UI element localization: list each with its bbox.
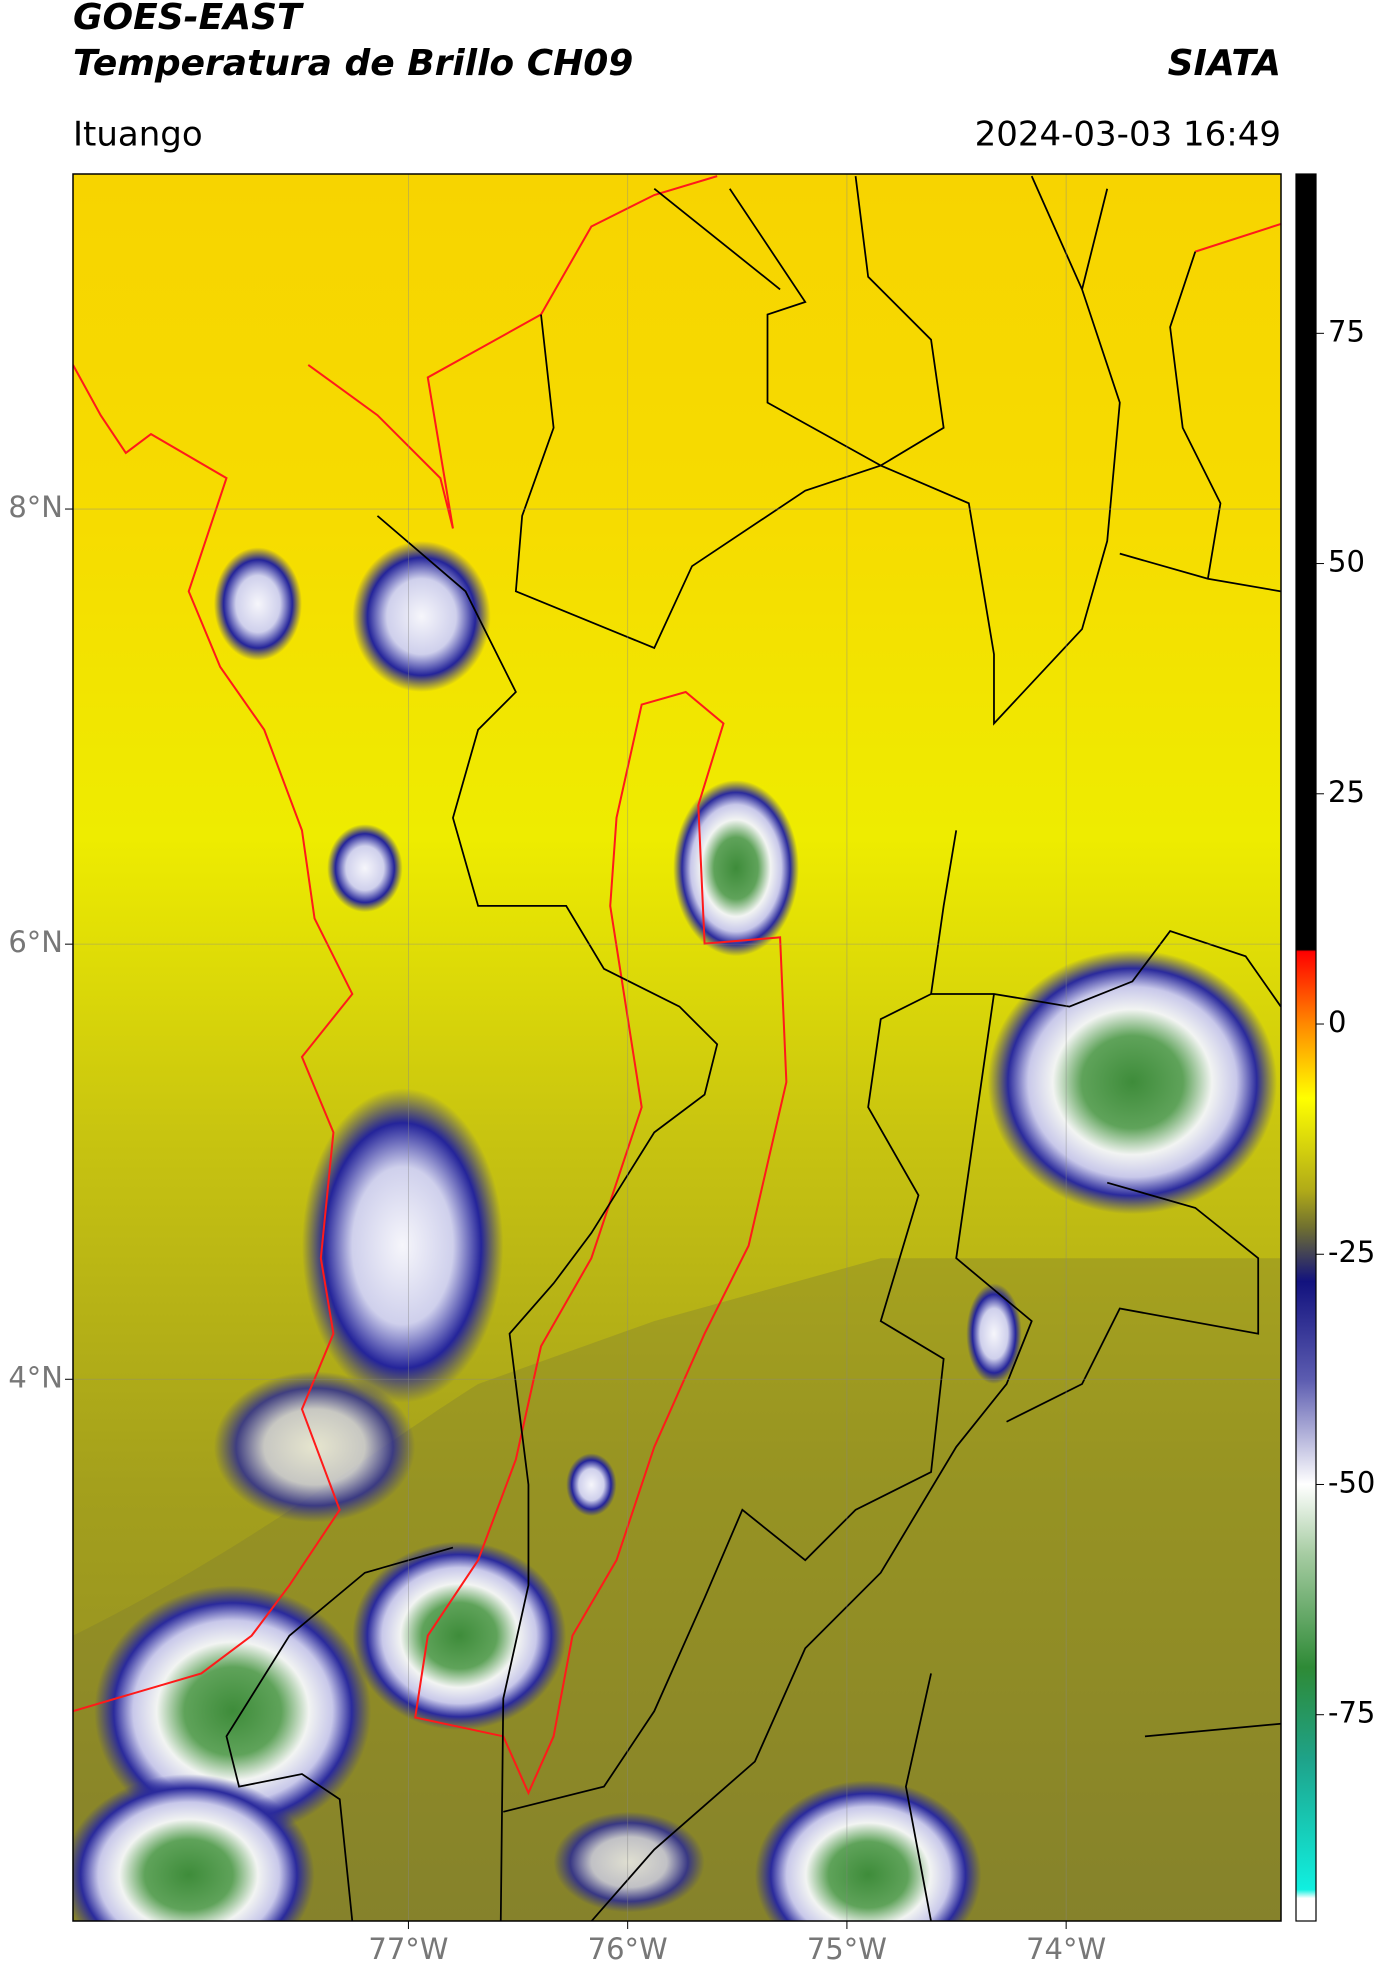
title: GOES-EAST bbox=[73, 0, 304, 38]
lon-tick-label: 75°W bbox=[807, 1932, 887, 1966]
lon-tick-label: 74°W bbox=[1026, 1932, 1106, 1966]
colorbar-tick-label: -75 bbox=[1328, 1696, 1375, 1730]
colorbar bbox=[1295, 173, 1317, 1922]
subtitle: Temperatura de Brillo CH09 bbox=[73, 43, 633, 84]
lat-tick-label: 8°N bbox=[8, 490, 63, 524]
location: Ituango bbox=[73, 115, 203, 155]
colorbar-tick-label: 50 bbox=[1328, 545, 1365, 579]
map-image bbox=[73, 174, 1281, 1921]
colorbar-tick-label: -50 bbox=[1328, 1465, 1375, 1499]
colorbar-tick-label: 75 bbox=[1328, 314, 1365, 348]
lon-tick-label: 77°W bbox=[368, 1932, 448, 1966]
colorbar-tick-label: 0 bbox=[1328, 1005, 1346, 1039]
source: SIATA bbox=[1168, 43, 1281, 84]
lon-tick-label: 76°W bbox=[588, 1932, 668, 1966]
colorbar-tick-label: 25 bbox=[1328, 775, 1365, 809]
grid bbox=[73, 174, 1281, 1921]
colorbar-tick-label: -25 bbox=[1328, 1235, 1375, 1269]
lat-tick-label: 4°N bbox=[8, 1360, 63, 1394]
lat-tick-label: 6°N bbox=[8, 925, 63, 959]
timestamp: 2024-03-03 16:49 bbox=[975, 115, 1281, 155]
map-frame bbox=[72, 173, 1282, 1922]
